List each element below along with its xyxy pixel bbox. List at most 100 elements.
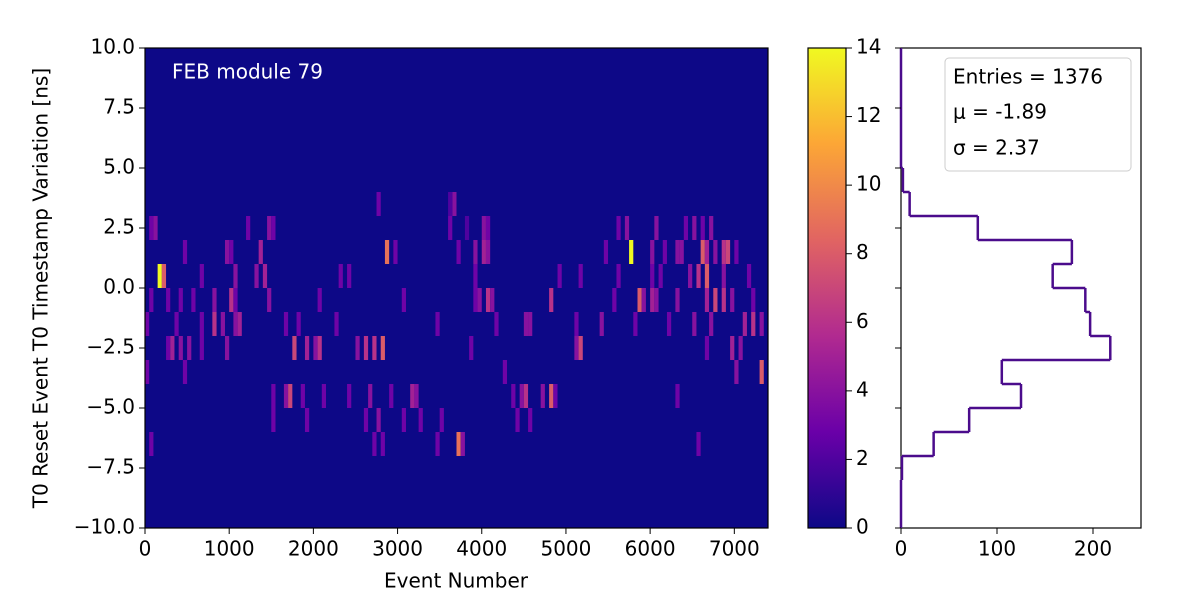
heatmap-cell — [679, 240, 684, 264]
heatmap-cell — [178, 288, 183, 312]
heatmap-cell — [738, 336, 743, 360]
heatmap-cell — [713, 240, 718, 264]
heatmap-cell — [376, 408, 381, 432]
heatmap-cell — [624, 216, 630, 240]
heatmap-cell — [469, 336, 474, 360]
y-tick-label: −7.5 — [86, 455, 135, 479]
heatmap-cell — [296, 312, 301, 336]
heatmap-cell — [380, 336, 385, 360]
heatmap-cell — [662, 240, 667, 264]
heatmap-cell — [246, 216, 251, 240]
heatmap-cell — [187, 336, 192, 360]
heatmap-cell — [549, 384, 554, 408]
heatmap-cell — [658, 264, 663, 288]
heatmap-cell — [224, 240, 230, 264]
heatmap-cell — [494, 312, 499, 336]
heatmap-cell — [384, 240, 390, 264]
heatmap-cell — [511, 384, 516, 408]
heatmap-cell — [734, 360, 739, 384]
heatmap-cell — [730, 336, 735, 360]
heatmap-cell — [704, 288, 710, 312]
heatmap-cell — [553, 384, 558, 408]
x-tick-label: 1000 — [204, 537, 255, 561]
heatmap-cell — [633, 312, 638, 336]
heatmap-cell — [410, 384, 415, 408]
heatmap-cell — [464, 216, 470, 240]
heatmap-cell — [233, 288, 238, 312]
stats-mean: μ = -1.89 — [953, 100, 1047, 124]
heatmap-cell — [650, 264, 655, 288]
heatmap-cell — [725, 240, 731, 264]
heatmap-cell — [254, 264, 259, 288]
heatmap-cell — [439, 408, 444, 432]
heatmap-cell — [574, 336, 579, 360]
heatmap-cell — [700, 240, 705, 264]
heatmap-cell — [157, 264, 162, 288]
y-tick-label: −5.0 — [86, 395, 135, 419]
heatmap-cell — [435, 312, 440, 336]
heatmap-cell — [637, 288, 642, 312]
heatmap-cell — [283, 384, 289, 408]
heatmap-cell — [174, 312, 179, 336]
heatmap-cell — [616, 216, 621, 240]
heatmap-cell — [557, 264, 562, 288]
y-tick-label: −2.5 — [86, 335, 135, 359]
x-tick-label: 3000 — [372, 537, 423, 561]
heatmap-cell — [145, 360, 150, 384]
heatmap-cell — [233, 264, 238, 288]
heatmap-cell — [380, 432, 385, 456]
heatmap-cell — [347, 264, 352, 288]
heatmap-cell — [271, 384, 276, 408]
heatmap-cell — [675, 288, 680, 312]
y-tick-label: 10.0 — [90, 35, 135, 59]
heatmap-cell — [448, 216, 453, 240]
heatmap-cell — [675, 384, 680, 408]
heatmap-cell — [528, 312, 533, 336]
heatmap-cell — [170, 336, 175, 360]
heatmap-cell — [237, 312, 242, 336]
x-tick-label: 2000 — [288, 537, 339, 561]
heatmap-cell — [435, 432, 440, 456]
heatmap-cell — [262, 264, 268, 288]
heatmap-cell — [338, 264, 343, 288]
heatmap-cell — [515, 408, 520, 432]
colorbar-tick-label: 12 — [856, 103, 881, 127]
heatmap-cell — [683, 216, 689, 240]
heatmap-cell — [271, 408, 276, 432]
heatmap-cell — [629, 240, 634, 264]
heatmap-cell — [477, 288, 482, 312]
heatmap-cell — [654, 216, 659, 240]
colorbar-tick-label: 14 — [856, 35, 881, 59]
annotation: FEB module 79 — [172, 60, 323, 84]
heatmap-cell — [334, 312, 339, 336]
heatmap-cell — [372, 432, 377, 456]
heatmap-cell — [199, 336, 204, 360]
x-tick-label: 0 — [139, 537, 152, 561]
heatmap-cell — [481, 216, 486, 240]
heatmap-cell — [688, 264, 693, 288]
heatmap-cell — [149, 216, 154, 240]
heatmap-cell — [666, 312, 672, 336]
heatmap-cell — [696, 432, 701, 456]
heatmap-cell — [363, 336, 369, 360]
heatmap-cell — [418, 408, 423, 432]
colorbar — [808, 48, 846, 528]
colorbar-tick-label: 10 — [856, 172, 881, 196]
heatmap-cell — [578, 336, 583, 360]
heatmap-cell — [692, 312, 697, 336]
heatmap-cell — [258, 240, 263, 264]
heatmap-cell — [153, 216, 158, 240]
heatmap-cell — [389, 384, 394, 408]
heatmap-cell — [199, 312, 204, 336]
heatmap-cell — [578, 264, 583, 288]
colorbar-tick-label: 0 — [856, 515, 869, 539]
heatmap-cell — [473, 288, 478, 312]
heatmap-cell — [485, 240, 491, 264]
heatmap-cell — [292, 336, 297, 360]
stats-box — [944, 57, 1132, 172]
heatmap-cell — [721, 288, 726, 312]
colorbar-tick-label: 2 — [856, 446, 869, 470]
y-axis-label: T0 Reset Event T0 Timestamp Variation [n… — [29, 68, 53, 509]
heatmap-cell — [519, 384, 524, 408]
heatmap-cell — [759, 312, 764, 336]
